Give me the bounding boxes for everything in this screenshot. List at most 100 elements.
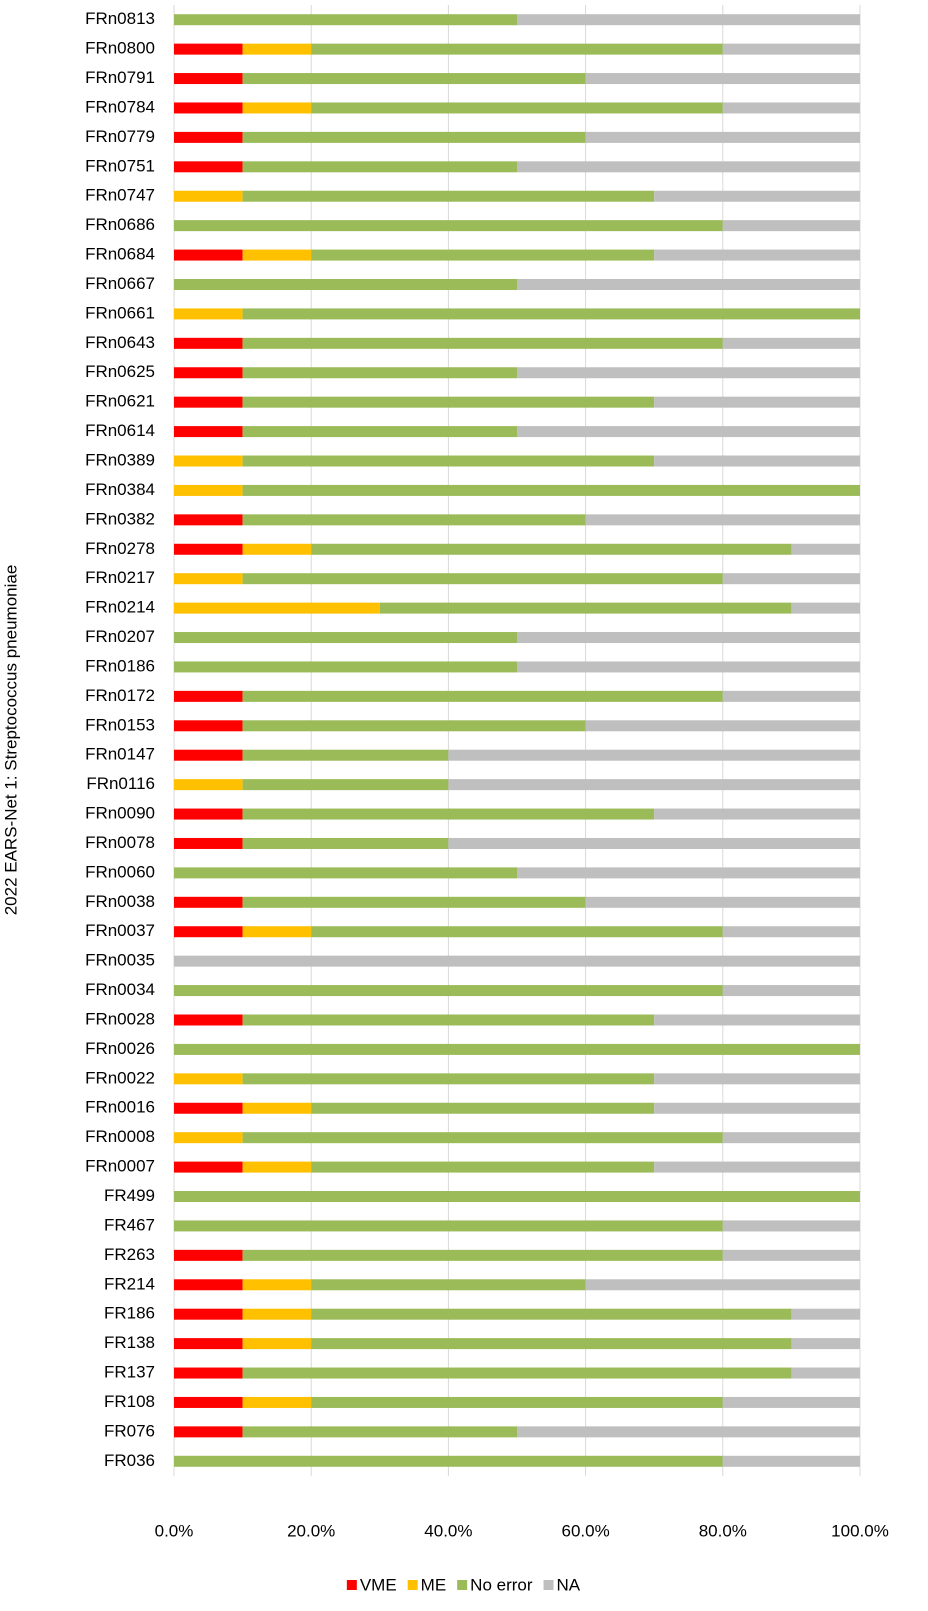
y-tick-label: FR036	[104, 1451, 155, 1470]
y-tick-label: FRn0153	[85, 715, 155, 734]
bar-segment	[242, 484, 861, 496]
bar-segment	[517, 1426, 860, 1438]
bar-segment	[174, 749, 243, 761]
y-tick-label: FRn0667	[85, 274, 155, 293]
bar-segment	[311, 1102, 655, 1114]
bar-segment	[174, 1220, 723, 1232]
x-tick-label: 100.0%	[831, 1521, 889, 1540]
bar-segment	[174, 1132, 243, 1144]
bar-segment	[311, 543, 792, 555]
bar-segment	[791, 602, 860, 614]
bar-segment	[311, 249, 655, 261]
bar-segment	[791, 1367, 860, 1379]
y-tick-label: FRn0028	[85, 1009, 155, 1028]
y-tick-label: FR499	[104, 1186, 155, 1205]
bar-segment	[242, 308, 861, 320]
bar-segment	[242, 43, 312, 55]
bar-segment	[722, 573, 860, 585]
bar-segment	[174, 896, 243, 908]
y-tick-label: FRn0813	[85, 9, 155, 28]
bar-segment	[654, 396, 860, 408]
bar-segment	[379, 602, 792, 614]
bar-segment	[174, 131, 243, 143]
bar-segment	[174, 308, 243, 320]
bar-segment	[585, 73, 860, 85]
bar-segment	[174, 955, 860, 967]
bar-segment	[242, 720, 586, 732]
bar-segment	[242, 779, 449, 791]
bar-segment	[174, 543, 243, 555]
y-tick-label: FRn0800	[85, 39, 155, 58]
bar-segment	[242, 102, 312, 114]
y-tick-label: FR467	[104, 1215, 155, 1234]
bar-segment	[174, 1338, 243, 1350]
bar-segment	[174, 455, 243, 467]
bar-segment	[242, 190, 655, 202]
bar-segment	[722, 1132, 860, 1144]
bar-segment	[242, 455, 655, 467]
bar-segment	[311, 1396, 723, 1408]
bar-segment	[174, 396, 243, 408]
bar-segment	[517, 867, 860, 879]
bar-segment	[242, 426, 517, 438]
bar-segment	[242, 1249, 723, 1261]
bar-segment	[174, 1102, 243, 1114]
bar-segment	[242, 1014, 655, 1026]
bar-segment	[791, 1308, 860, 1320]
y-tick-label: FRn0147	[85, 745, 155, 764]
y-tick-label: FRn0016	[85, 1098, 155, 1117]
bar-segment	[242, 1396, 312, 1408]
bar-segment	[242, 1367, 792, 1379]
bar-segment	[174, 690, 243, 702]
bar-segment	[242, 337, 723, 349]
x-tick-label: 20.0%	[287, 1521, 335, 1540]
y-tick-label: FRn0389	[85, 450, 155, 469]
bar-segment	[242, 926, 312, 938]
bar-segment	[174, 249, 243, 261]
bar-segment	[311, 43, 723, 55]
y-tick-label: FRn0007	[85, 1157, 155, 1176]
y-tick-label: FRn0621	[85, 392, 155, 411]
bar-segment	[242, 690, 723, 702]
bar-segment	[174, 779, 243, 791]
bar-segment	[174, 278, 517, 290]
bar-segment	[242, 161, 517, 173]
bar-segment	[654, 249, 860, 261]
y-tick-label: FRn0116	[86, 774, 155, 793]
bar-segment	[174, 367, 243, 379]
bar-segment	[242, 514, 586, 526]
bar-segment	[174, 1426, 243, 1438]
x-tick-label: 40.0%	[424, 1521, 472, 1540]
bar-segment	[174, 1396, 243, 1408]
y-tick-label: FRn0078	[85, 833, 155, 852]
bar-segment	[174, 985, 723, 997]
y-tick-label: FRn0684	[85, 245, 155, 264]
y-tick-label: FRn0207	[85, 627, 155, 646]
bar-segment	[722, 1220, 860, 1232]
y-axis-label: 2022 EARS-Net 1: Streptococcus pneumonia…	[1, 565, 20, 916]
y-tick-label: FR138	[104, 1333, 155, 1352]
bar-segment	[311, 926, 723, 938]
bar-segment	[174, 1014, 243, 1026]
legend-label: VME	[360, 1575, 397, 1594]
legend-swatch	[346, 1580, 357, 1590]
y-tick-label: FRn0090	[85, 804, 155, 823]
bar-segment	[174, 1249, 243, 1261]
bar-segment	[242, 1279, 312, 1291]
y-tick-label: FR137	[104, 1363, 155, 1382]
bar-segment	[722, 43, 860, 55]
bar-segment	[242, 543, 312, 555]
bar-segment	[448, 779, 860, 791]
bar-segment	[722, 102, 860, 114]
legend-label: ME	[421, 1575, 447, 1594]
y-tick-label: FRn0751	[85, 156, 155, 175]
bar-segment	[448, 749, 860, 761]
bar-segment	[722, 337, 860, 349]
bar-segment	[654, 1073, 860, 1085]
bar-segment	[174, 1308, 243, 1320]
bar-segment	[517, 661, 860, 673]
bar-segment	[242, 131, 586, 143]
bar-segment	[174, 1455, 723, 1467]
bar-segment	[174, 1279, 243, 1291]
bar-segment	[174, 220, 723, 232]
